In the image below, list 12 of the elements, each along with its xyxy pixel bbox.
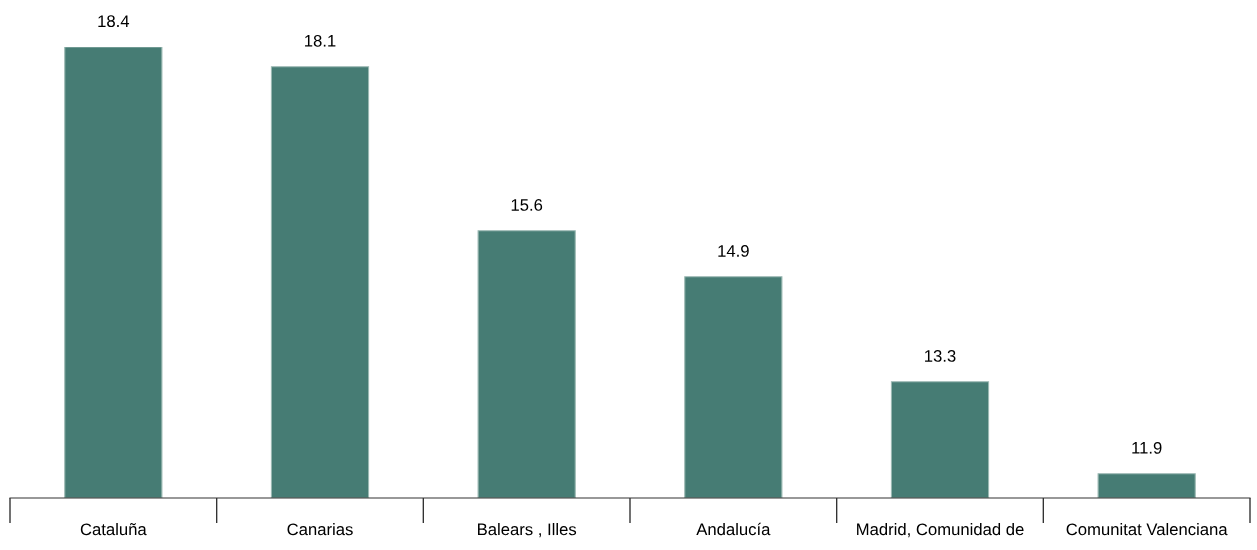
- data-label: 13.3: [925, 350, 956, 362]
- x-tick-label: Andalucía: [696, 522, 771, 536]
- x-tick-label: Canarias: [287, 523, 353, 536]
- data-label: 15.6: [511, 199, 543, 211]
- data-label: 11.9: [1132, 441, 1162, 454]
- x-tick-label: Comunitat Valenciana: [1066, 523, 1228, 536]
- data-label: 18.4: [98, 15, 130, 28]
- x-tick-label: Cataluña: [80, 523, 147, 536]
- x-tick-label: Balears , Illes: [478, 523, 577, 538]
- x-tick-label: Madrid, Comunidad de: [857, 523, 1024, 538]
- data-label: 14.9: [718, 245, 749, 257]
- data-label: 18.1: [305, 34, 336, 47]
